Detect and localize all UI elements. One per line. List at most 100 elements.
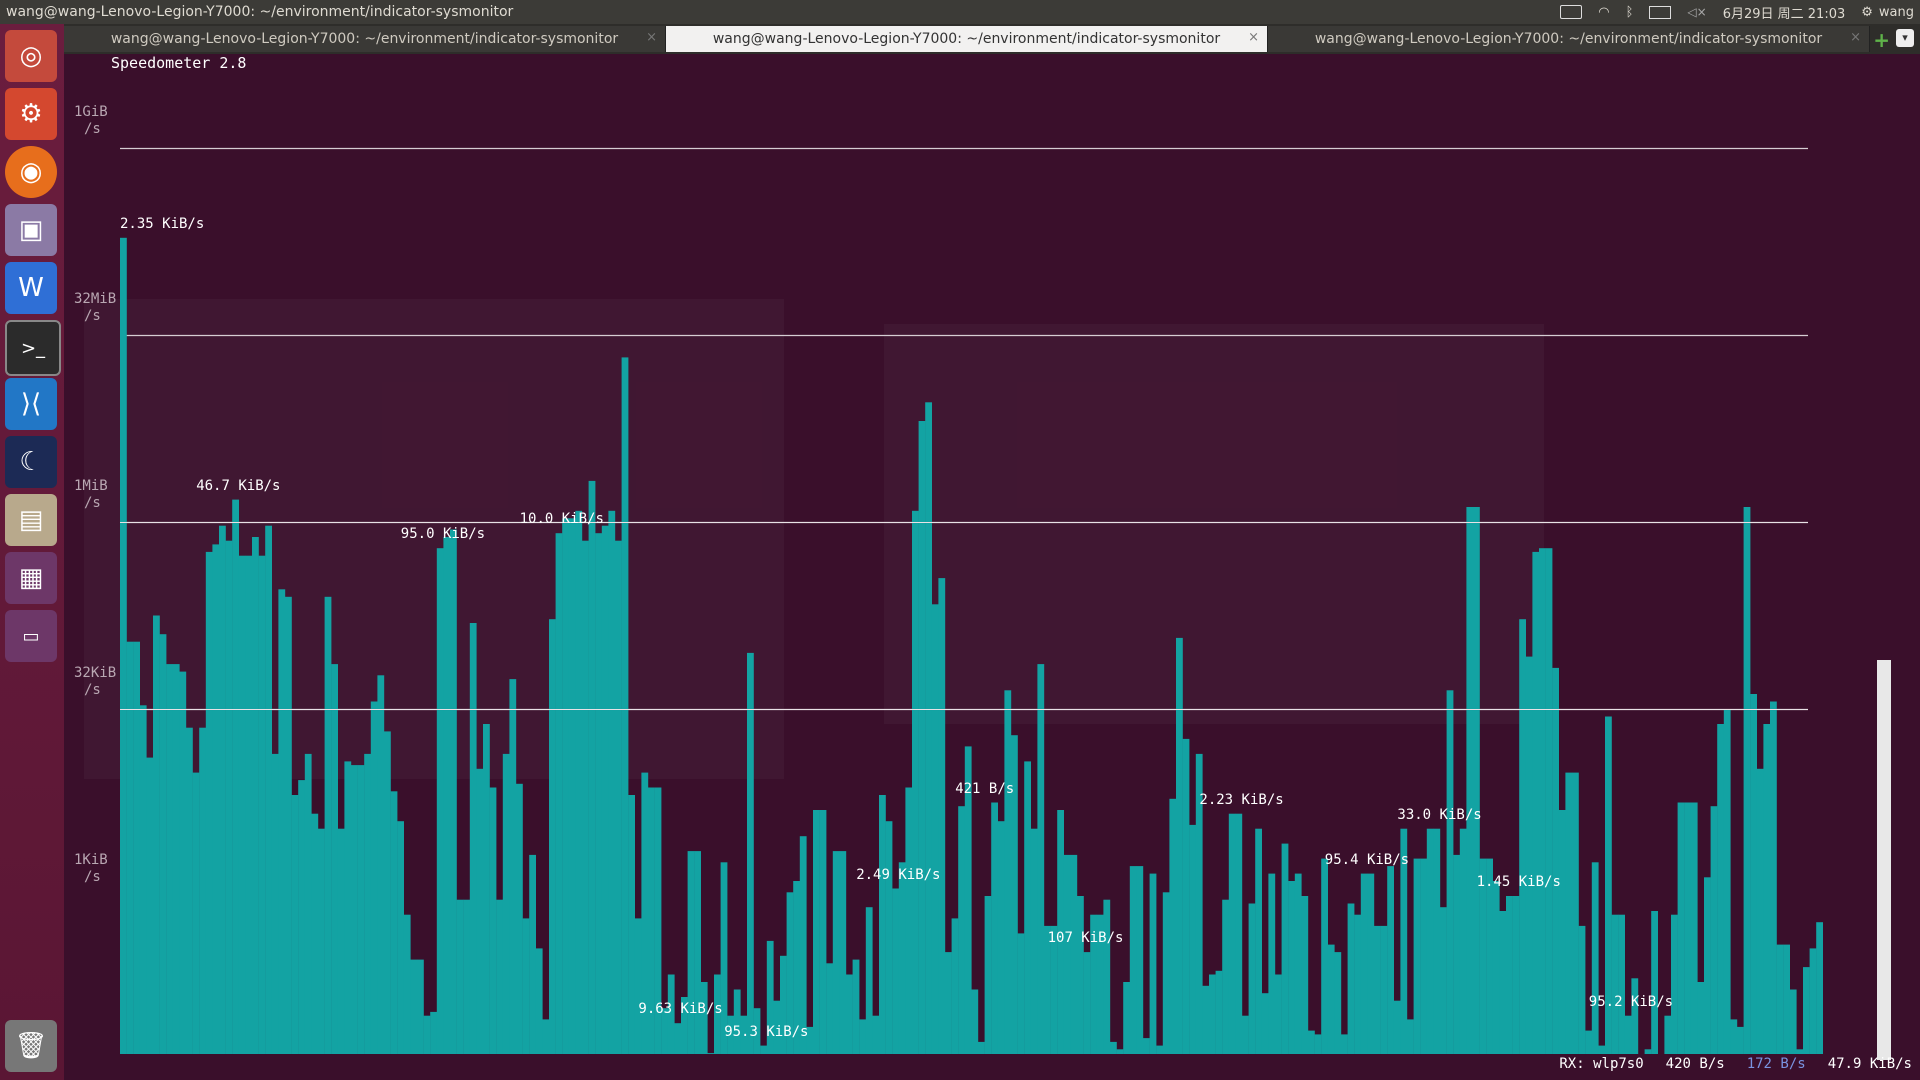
total-rate: 47.9 KiB/s	[1827, 1056, 1912, 1072]
rx-bar	[753, 1008, 761, 1054]
wifi-icon[interactable]: ◠	[1598, 4, 1610, 20]
rx-bar	[542, 1019, 550, 1054]
rx-bar	[1268, 873, 1276, 1054]
launcher: ◎ ⚙ ◉ ▣ W >_ ⟩⟨ ☾ ▤ ▦ ▭ 🗑	[0, 24, 64, 1080]
rx-bar	[133, 641, 140, 1054]
rx-bar	[502, 753, 510, 1054]
system-settings-icon[interactable]: ⚙	[5, 88, 57, 140]
rx-bar	[1816, 922, 1823, 1054]
tab-menu-button[interactable]: ▾	[1896, 29, 1914, 47]
rx-bar	[120, 237, 127, 1054]
rx-bar	[1704, 877, 1711, 1054]
rx-bar	[720, 862, 728, 1054]
night-theme-icon[interactable]: ☾	[5, 436, 57, 488]
rx-bar	[456, 899, 464, 1054]
rx-bar	[958, 806, 965, 1054]
close-icon[interactable]: ×	[1248, 30, 1259, 45]
rx-bar	[1572, 772, 1579, 1054]
rx-bar	[839, 851, 847, 1054]
tab-label: wang@wang-Lenovo-Legion-Y7000: ~/environ…	[110, 31, 619, 47]
y-axis-label: 1MiB/s	[74, 478, 108, 511]
rx-bar	[1057, 810, 1064, 1054]
tab-label: wang@wang-Lenovo-Legion-Y7000: ~/environ…	[712, 31, 1221, 47]
user-name[interactable]: wang	[1878, 4, 1914, 20]
peak-label: 95.0 KiB/s	[400, 526, 486, 543]
window-title: wang@wang-Lenovo-Legion-Y7000: ~/environ…	[6, 4, 514, 20]
remote-desktop-icon[interactable]: ▦	[5, 552, 57, 604]
rx-bar	[1565, 772, 1573, 1054]
rx-bar	[740, 1015, 748, 1054]
trash-icon[interactable]: 🗑	[5, 1020, 57, 1072]
tab-terminal-2[interactable]: wang@wang-Lenovo-Legion-Y7000: ~/environ…	[666, 26, 1268, 52]
rx-bar	[582, 540, 589, 1054]
tab-terminal-3[interactable]: wang@wang-Lenovo-Legion-Y7000: ~/environ…	[1268, 26, 1870, 52]
close-icon[interactable]: ×	[1850, 30, 1861, 45]
y-axis-label: 1KiB/s	[74, 852, 108, 885]
rx-bar	[694, 851, 701, 1054]
rx-bar	[1301, 896, 1309, 1054]
rx-bar	[1776, 944, 1784, 1054]
add-tab-button[interactable]: +	[1873, 28, 1890, 52]
rx-bar	[945, 952, 952, 1054]
rx-bar	[463, 899, 470, 1054]
files-icon[interactable]: ▤	[5, 494, 57, 546]
rx-bar	[978, 1041, 985, 1054]
rx-bar	[146, 757, 154, 1054]
ubuntu-dash-icon[interactable]: ◎	[5, 30, 57, 82]
tx-current: 172 B/s	[1746, 1056, 1806, 1072]
rx-bar	[1334, 952, 1342, 1054]
volume-icon[interactable]: ◁×	[1687, 5, 1707, 19]
close-icon[interactable]: ×	[646, 30, 657, 45]
terminal-view[interactable]: Speedometer 2.8 1GiB/s 32MiB/s 1MiB/s 32…	[64, 54, 1920, 1080]
peak-label: 2.23 KiB/s	[1199, 791, 1284, 808]
rx-bar	[179, 671, 187, 1054]
keyboard-icon[interactable]	[1560, 5, 1583, 19]
peak-label: 33.0 KiB/s	[1397, 806, 1482, 823]
rx-bar	[483, 724, 490, 1054]
wps-office-icon[interactable]: W	[5, 262, 57, 314]
rx-bar	[1294, 873, 1302, 1054]
peak-label: 1.45 KiB/s	[1476, 874, 1561, 890]
rx-bar	[1684, 802, 1691, 1054]
rx-bar	[318, 828, 325, 1054]
rx-bar	[1156, 1045, 1163, 1054]
workspace-switcher-icon[interactable]: ▭	[5, 610, 57, 662]
firefox-icon[interactable]: ◉	[5, 146, 57, 198]
rx-bar	[450, 529, 457, 1054]
rx-bar	[1209, 974, 1216, 1054]
rx-bar	[1083, 952, 1091, 1054]
rx-bar	[522, 918, 530, 1054]
rx-bar	[1611, 914, 1619, 1054]
vscode-icon[interactable]: ⟩⟨	[5, 378, 57, 430]
tab-terminal-1[interactable]: wang@wang-Lenovo-Legion-Y7000: ~/environ…	[64, 26, 666, 52]
rx-bar	[1710, 806, 1718, 1054]
rx-bar	[1558, 810, 1566, 1054]
rx-bar	[1730, 1019, 1738, 1054]
rx-bar	[1077, 896, 1084, 1054]
rx-bar	[971, 989, 979, 1054]
top-panel: wang@wang-Lenovo-Legion-Y7000: ~/environ…	[0, 0, 1920, 24]
rx-bar	[1770, 701, 1777, 1054]
rx-bar	[885, 821, 893, 1054]
rx-bar	[615, 540, 622, 1054]
rx-bar	[271, 753, 279, 1054]
rx-bar	[786, 892, 794, 1054]
rx-bar	[1492, 881, 1500, 1054]
rx-bar	[199, 727, 206, 1054]
rx-bar	[859, 1019, 866, 1054]
rx-current: 420 B/s	[1665, 1056, 1725, 1072]
rx-bar	[1024, 761, 1031, 1054]
rx-bar	[799, 836, 807, 1054]
rx-bar	[1228, 813, 1236, 1054]
rx-bar	[1182, 738, 1190, 1054]
screen-recorder-icon[interactable]: ▣	[5, 204, 57, 256]
rx-bar	[278, 589, 286, 1054]
bluetooth-icon[interactable]: ᛒ	[1625, 4, 1634, 20]
terminal-icon[interactable]: >_	[5, 320, 61, 376]
rx-bar	[964, 746, 972, 1054]
gear-icon[interactable]: ⚙	[1861, 4, 1873, 20]
clock[interactable]: 6月29日 周二 21:03	[1722, 6, 1846, 22]
rx-bar	[1070, 854, 1078, 1054]
rx-bar	[535, 948, 543, 1054]
battery-icon[interactable]	[1649, 5, 1672, 19]
